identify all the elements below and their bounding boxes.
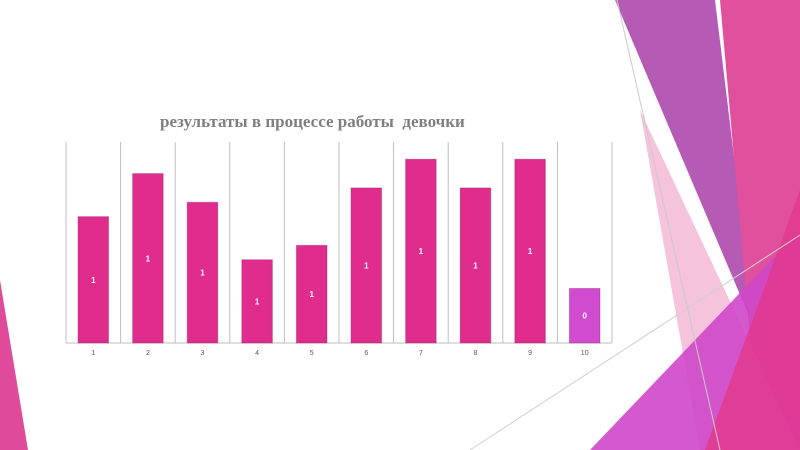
bar-5 (295, 244, 328, 344)
bar-3 (186, 201, 219, 344)
data-label-4: 1 (255, 297, 260, 306)
x-tick-label-5: 5 (310, 350, 314, 357)
data-label-10: 0 (582, 312, 587, 321)
bar-8 (459, 187, 492, 344)
bar-2 (132, 173, 164, 344)
x-tick-label-6: 6 (364, 350, 368, 357)
x-tick-label-2: 2 (146, 350, 150, 357)
bar-9 (514, 158, 546, 344)
data-label-6: 1 (364, 261, 369, 270)
decor-panel-purple (615, 0, 755, 330)
bar-6 (350, 187, 383, 344)
x-tick-label-8: 8 (474, 350, 478, 357)
decor-line-1 (616, 0, 721, 450)
x-tick-label-9: 9 (528, 350, 532, 357)
data-label-2: 1 (146, 254, 151, 263)
bar-1 (77, 216, 110, 344)
decor-left-triangle (0, 280, 28, 450)
chart-data-labels: 1 1 1 1 1 1 1 1 1 0 (91, 247, 587, 321)
bar-10 (568, 287, 601, 344)
x-tick-label-7: 7 (419, 350, 423, 357)
decor-panel-hotpink (705, 190, 800, 450)
bar-4 (241, 259, 273, 344)
x-tick-label-10: 10 (581, 350, 589, 357)
bar-7 (405, 158, 437, 344)
data-label-3: 1 (200, 269, 205, 278)
data-label-7: 1 (419, 247, 424, 256)
chart-x-ticks: 1 2 3 4 5 6 7 8 9 10 (91, 350, 588, 357)
decor-line-2 (469, 234, 800, 450)
x-tick-label-4: 4 (255, 350, 259, 357)
data-label-1: 1 (91, 276, 96, 285)
chart-bars (77, 158, 601, 344)
data-label-5: 1 (309, 290, 314, 299)
data-label-9: 1 (528, 247, 533, 256)
x-tick-label-1: 1 (91, 350, 95, 357)
data-label-8: 1 (473, 261, 478, 270)
x-tick-label-3: 3 (201, 350, 205, 357)
chart-title: результаты в процессе работы девочки (160, 112, 465, 131)
